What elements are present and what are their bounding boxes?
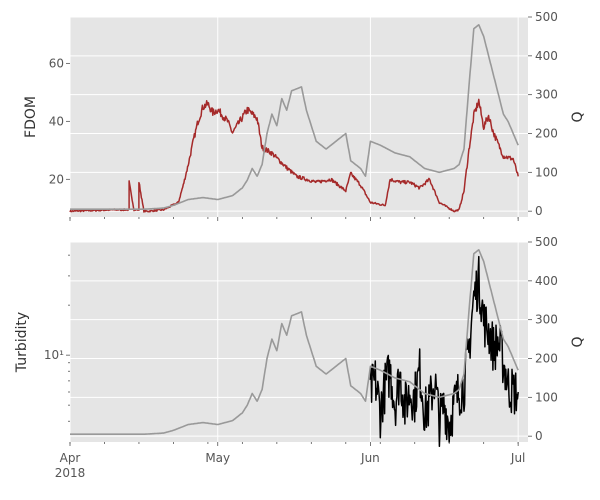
- y2-tick-label: 300: [535, 313, 558, 327]
- series-line-0: [69, 98, 519, 213]
- y-axis-label: Turbidity: [14, 312, 30, 373]
- x-tick-label: Jul: [510, 451, 525, 465]
- series-line-1: [69, 24, 519, 210]
- x-tick-label: Apr: [60, 451, 81, 465]
- y-axis-label: FDOM: [23, 96, 39, 138]
- y2-tick-label: 200: [535, 352, 558, 366]
- x-tick-label: Jun: [360, 451, 380, 465]
- y-tick-label: 10¹: [44, 348, 64, 362]
- y2-tick-label: 500: [535, 10, 558, 24]
- y2-tick-label: 0: [535, 204, 543, 218]
- x-tick-label: 2018: [55, 466, 86, 480]
- x-tick-label: May: [205, 451, 230, 465]
- y2-tick-label: 400: [535, 274, 558, 288]
- y2-tick-label: 100: [535, 390, 558, 404]
- y2-tick-label: 300: [535, 88, 558, 102]
- plot-background: [70, 242, 528, 442]
- y2-tick-label: 100: [535, 165, 558, 179]
- y2-tick-label: 0: [535, 429, 543, 443]
- y-tick-label: 40: [49, 114, 64, 128]
- y2-axis-label: Q: [570, 336, 586, 347]
- y2-axis-label: Q: [570, 111, 586, 122]
- plot-background: [70, 17, 528, 217]
- fdom-chart: 20 40 60 0 100 200 300 400 500 FDOM Q: [23, 10, 586, 221]
- y-tick-label: 20: [49, 172, 64, 186]
- series-line-0: [369, 255, 519, 448]
- y2-tick-label: 400: [535, 49, 558, 63]
- y-tick-label: 60: [49, 56, 64, 70]
- y2-tick-label: 200: [535, 127, 558, 141]
- series-line-1: [69, 249, 519, 435]
- y2-tick-label: 500: [535, 235, 558, 249]
